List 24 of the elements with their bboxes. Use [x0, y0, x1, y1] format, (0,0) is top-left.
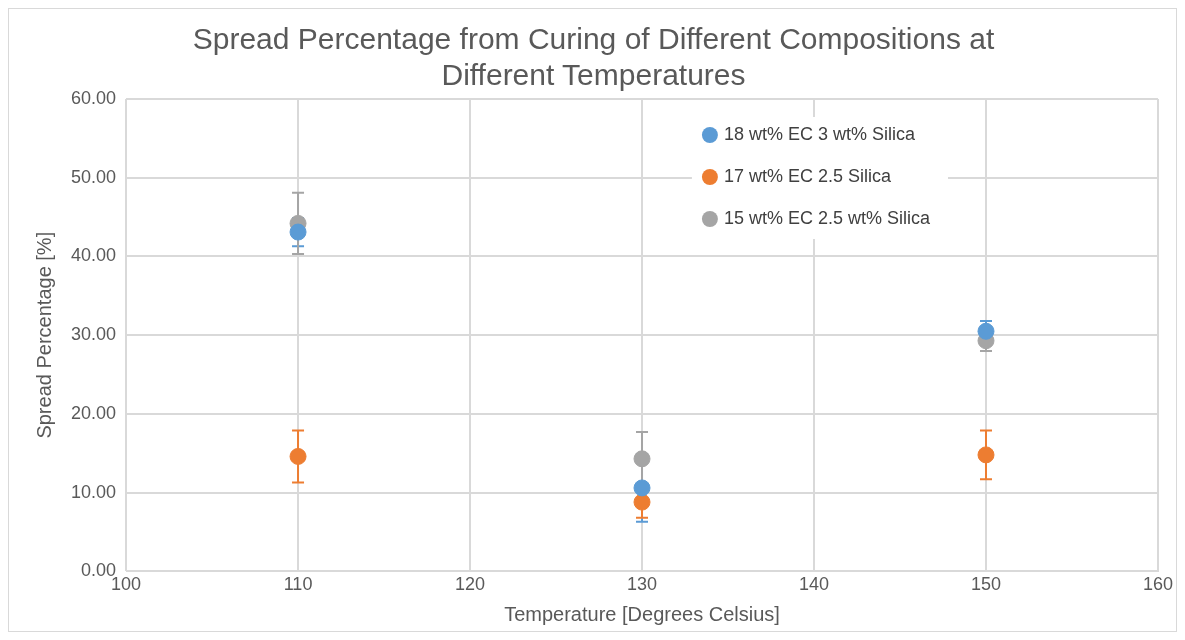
chart-title: Spread Percentage from Curing of Different Compositions at Different Temperatures — [192, 22, 995, 92]
point — [289, 223, 307, 241]
legend-label: 15 wt% EC 2.5 wt% Silica — [723, 207, 931, 228]
x-tick-label: 120 — [455, 574, 486, 595]
x-tick-label: 130 — [626, 574, 658, 595]
point — [633, 450, 651, 468]
y-tick-label: 60.00 — [71, 87, 117, 108]
legend-label: 18 wt% EC 3 wt% Silica — [723, 123, 916, 144]
x-tick-label: 160 — [1142, 574, 1174, 595]
point — [633, 493, 651, 511]
y-tick-label: 50.00 — [71, 166, 117, 187]
x-tick-label: 140 — [798, 574, 830, 595]
y-tick-label: 10.00 — [71, 481, 117, 502]
y-axis-title: Spread Percentage [%] — [32, 231, 55, 439]
x-tick-label: 150 — [970, 574, 1002, 595]
x-tick-label: 110 — [283, 574, 313, 595]
point — [977, 446, 995, 464]
point — [633, 479, 651, 497]
y-tick-label: 40.00 — [71, 245, 117, 266]
x-axis-title: Temperature [Degrees Celsius] — [504, 602, 780, 625]
y-tick-label: 30.00 — [71, 324, 117, 345]
legend-label: 17 wt% EC 2.5 Silica — [723, 165, 892, 186]
point — [289, 447, 307, 465]
y-tick-label: 20.00 — [71, 402, 117, 423]
